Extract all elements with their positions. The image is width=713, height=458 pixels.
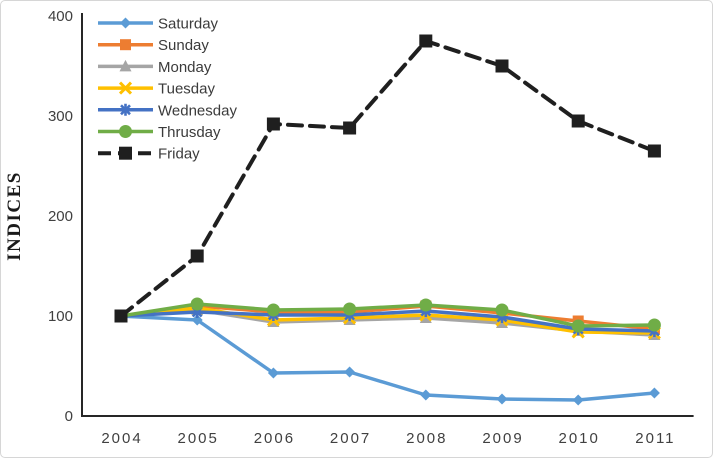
diamond-marker xyxy=(344,366,356,378)
diamond-marker xyxy=(496,393,508,405)
series-line xyxy=(119,306,657,335)
x-tick-label: 2007 xyxy=(330,430,371,447)
y-tick-label: 0 xyxy=(65,408,73,425)
series-line xyxy=(119,304,657,331)
diamond-marker xyxy=(191,314,203,326)
x-tick-label: 2006 xyxy=(254,430,295,447)
circle-marker xyxy=(647,318,661,332)
legend-item-monday: Monday xyxy=(98,59,212,76)
y-tick-label: 200 xyxy=(48,208,73,225)
series-saturday xyxy=(115,310,660,406)
y-tick-label: 300 xyxy=(48,108,73,125)
y-axis-tick-labels: 0 100 200 300 400 xyxy=(48,8,73,425)
legend-label: Tuesday xyxy=(158,81,215,98)
series-line xyxy=(119,302,657,328)
circle-marker xyxy=(343,302,357,316)
circle-marker xyxy=(495,303,509,317)
legend-label: Saturday xyxy=(158,16,219,33)
diamond-marker xyxy=(572,394,584,406)
diamond-marker xyxy=(648,387,660,399)
circle-marker xyxy=(571,319,585,333)
x-tick-label: 2009 xyxy=(482,430,523,447)
x-tick-label: 2005 xyxy=(178,430,219,447)
big-square-marker xyxy=(419,34,433,48)
legend-label: Wednesday xyxy=(158,102,237,119)
big-square-marker xyxy=(647,144,661,158)
legend-item-sunday: Sunday xyxy=(98,37,209,54)
circle-marker xyxy=(266,303,280,317)
axes xyxy=(81,13,694,417)
y-tick-label: 100 xyxy=(48,308,73,325)
big-square-marker xyxy=(266,117,280,131)
triangle-marker xyxy=(419,311,432,323)
x-tick-label: 2011 xyxy=(635,430,675,447)
circle-marker xyxy=(190,297,204,311)
diamond-marker xyxy=(120,17,131,29)
legend-label: Sunday xyxy=(158,37,209,54)
legend-label: Monday xyxy=(158,59,212,76)
series-friday xyxy=(114,34,661,323)
x-tick-label: 2010 xyxy=(559,430,600,447)
circle-marker xyxy=(419,298,433,312)
x-axis-tick-labels: 2004 2005 2006 2007 2008 2009 2010 2011 xyxy=(101,430,675,447)
legend-item-friday: Friday xyxy=(98,146,200,163)
series-lines xyxy=(114,34,661,406)
legend-item-wednesday: Wednesday xyxy=(98,102,237,119)
triangle-marker xyxy=(119,59,132,72)
legend-item-saturday: Saturday xyxy=(98,16,219,33)
big-square-marker xyxy=(343,121,357,135)
big-square-marker xyxy=(571,114,585,128)
big-square-marker xyxy=(119,146,132,160)
legend-label: Friday xyxy=(158,146,200,163)
legend-label: Thrusday xyxy=(158,124,221,141)
square-marker xyxy=(120,39,131,51)
big-square-marker xyxy=(495,59,509,73)
series-line xyxy=(119,309,657,333)
y-tick-label: 400 xyxy=(48,8,73,25)
asterisk-marker xyxy=(120,103,131,116)
x-tick-label: 2004 xyxy=(101,430,142,447)
big-square-marker xyxy=(190,249,204,263)
x-marker xyxy=(118,81,133,95)
legend: Saturday Sunday Monday Tuesday Wednesday Thru… xyxy=(98,16,237,163)
y-axis-title: INDICES xyxy=(4,171,25,261)
circle-marker xyxy=(119,125,132,138)
series-line xyxy=(119,39,657,318)
big-square-marker xyxy=(114,309,128,323)
legend-item-tuesday: Tuesday xyxy=(98,81,215,98)
legend-item-thrusday: Thrusday xyxy=(98,124,221,141)
series-line xyxy=(119,314,657,402)
x-tick-label: 2008 xyxy=(406,430,447,447)
diamond-marker xyxy=(267,367,279,379)
diamond-marker xyxy=(420,389,432,401)
